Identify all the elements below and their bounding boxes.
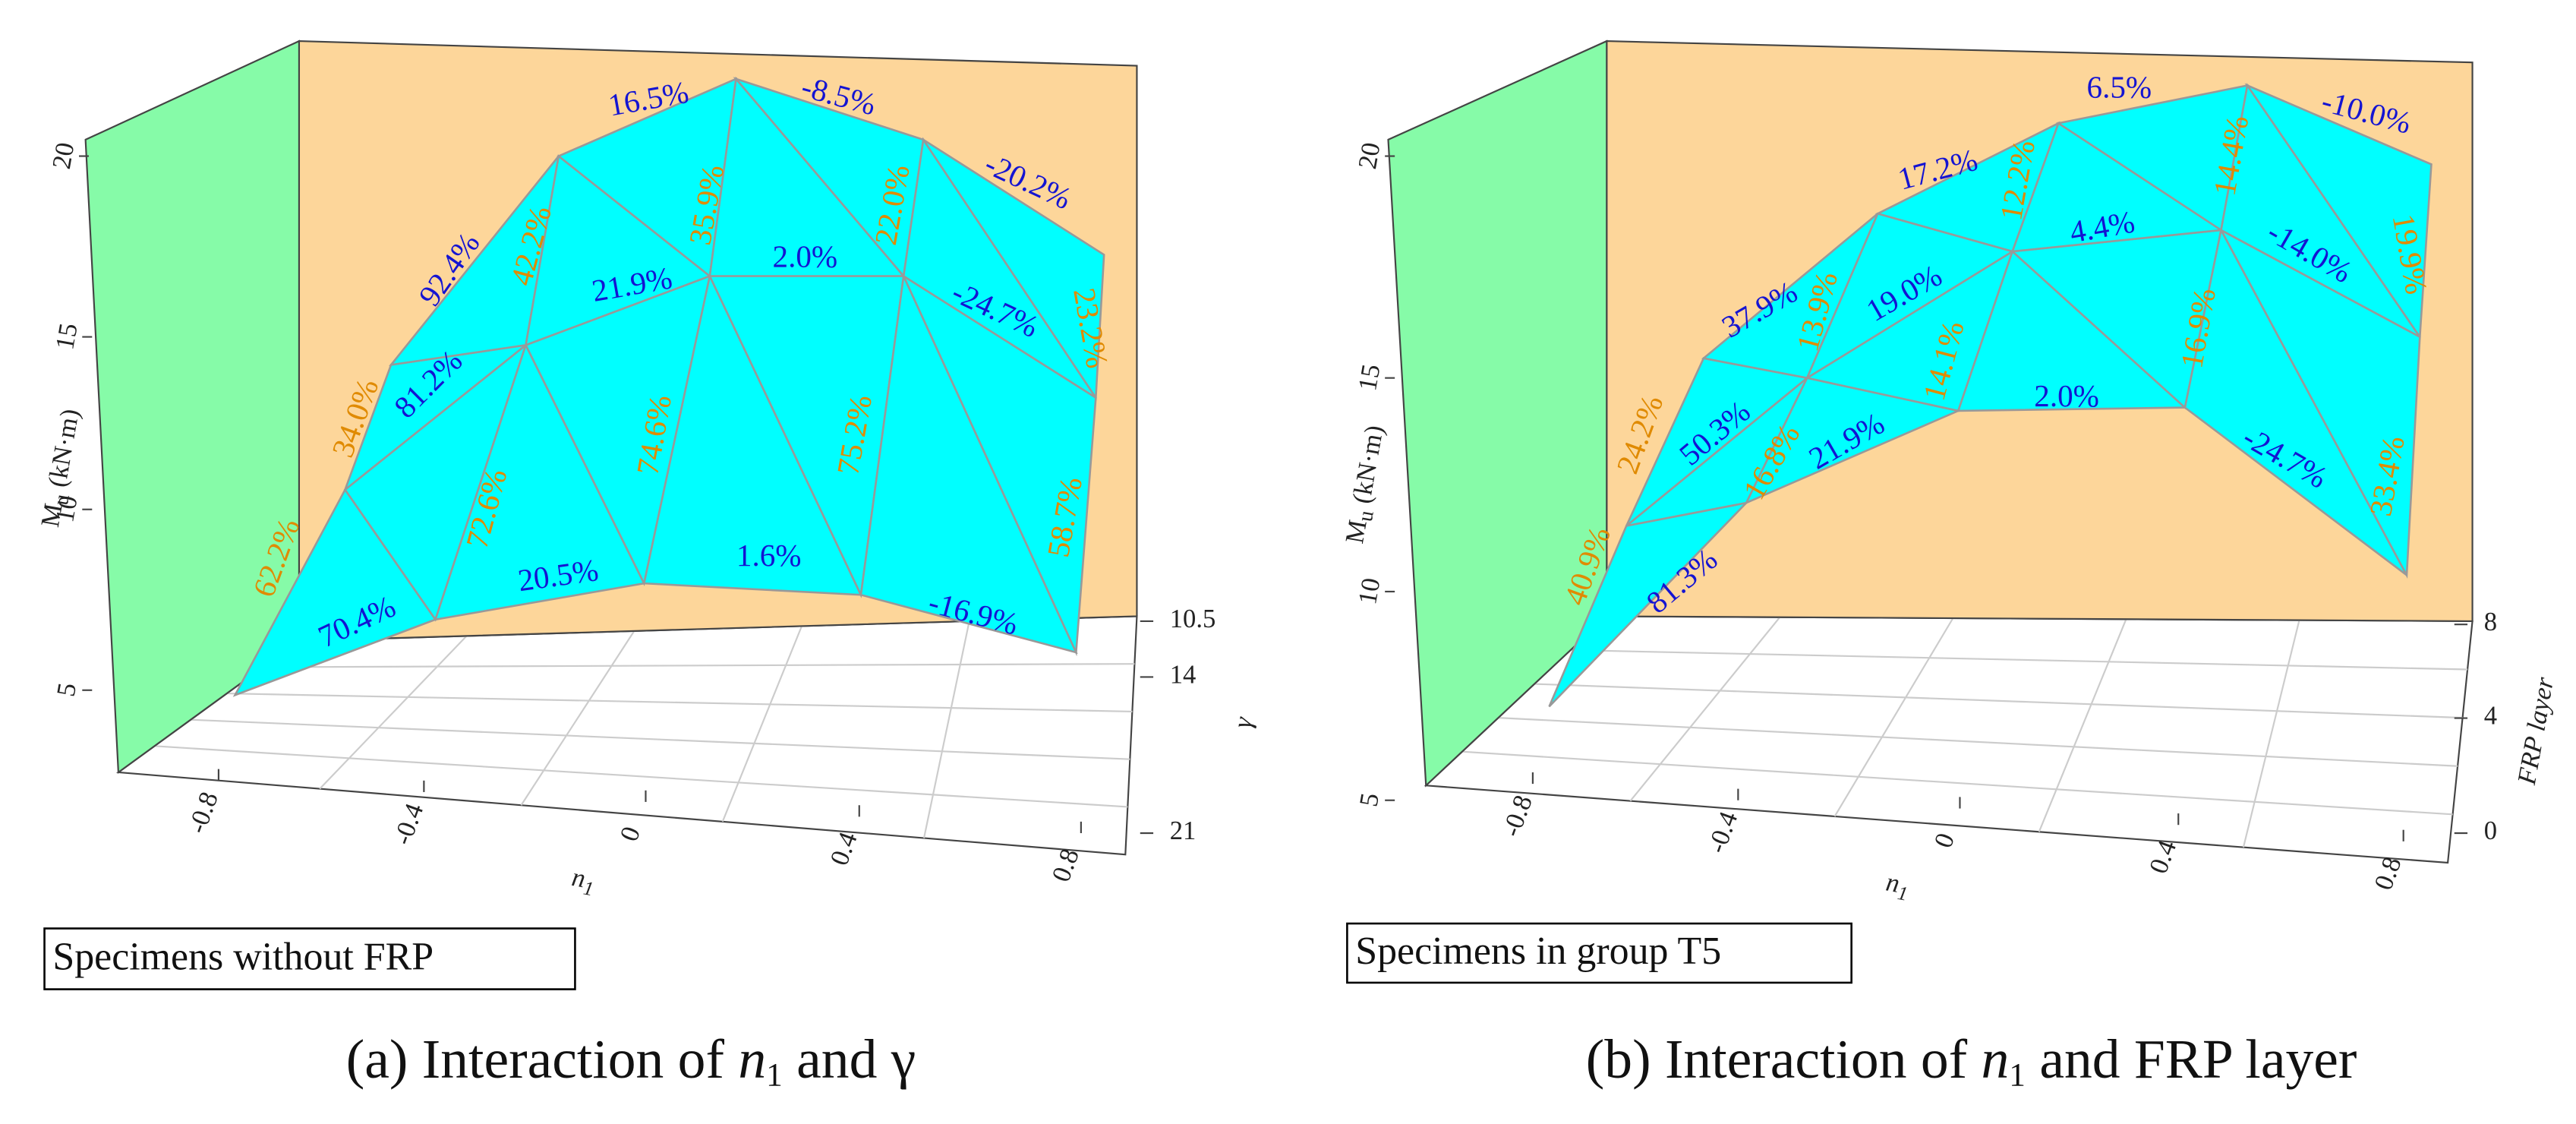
z-label-main: M (1340, 518, 1373, 546)
annotation: 2.0% (2034, 378, 2099, 413)
z-label-sub: u (1354, 509, 1379, 523)
caption-sub: 1 (766, 1056, 783, 1093)
floor-grid (226, 693, 1133, 712)
caption-prefix: (b) Interaction of (1586, 1028, 1982, 1090)
x-axis-label: n1 (569, 863, 597, 900)
y-tick-label: 21 (1170, 816, 1197, 845)
z-tick-label: 15 (50, 321, 83, 352)
x-label-var: n (569, 863, 588, 893)
floor-grid (319, 635, 468, 790)
label-box (1346, 922, 1852, 984)
floor-grid (1498, 717, 2458, 767)
caption-prefix: (a) Interaction of (346, 1028, 739, 1090)
z-label-main: M (36, 501, 68, 529)
annotation: 6.5% (2087, 69, 2152, 104)
floor-grid (191, 718, 1130, 760)
caption: (a) Interaction of n1 and γ (346, 1028, 916, 1093)
y-tick-label: 10.5 (1170, 605, 1216, 633)
z-tick-label: 10 (50, 494, 83, 525)
y-axis-label: γ (1228, 714, 1258, 730)
floor-grid (721, 625, 803, 822)
y-axis-label: FRP layer (2512, 674, 2559, 788)
z-axis-label: Mu (kN·m) (1340, 423, 1394, 547)
x-tick-label: 0.4 (825, 829, 863, 870)
caption-suffix: and FRP layer (2026, 1028, 2357, 1090)
x-tick-label: -0.4 (388, 800, 429, 848)
y-tick-label: 4 (2484, 701, 2497, 730)
caption-suffix: and γ (783, 1028, 916, 1090)
floor-grid (263, 663, 1135, 668)
z-label-unit: (kN·m) (42, 406, 85, 495)
z-label-unit: (kN·m) (1346, 423, 1389, 512)
floor-grid (520, 630, 635, 806)
label-box (43, 927, 576, 990)
x-tick-label: 0 (1928, 829, 1960, 851)
x-label-var: n (1884, 867, 1902, 898)
x-tick-label: -0.4 (1702, 808, 1743, 857)
floor-grid (1570, 649, 2468, 671)
floor-grid (1461, 750, 2453, 816)
x-tick-label: -0.8 (1496, 791, 1537, 840)
x-label-sub: 1 (1896, 882, 1909, 905)
z-axis-label: Mu (kN·m) (36, 406, 90, 530)
z-tick-label: 15 (1353, 362, 1386, 393)
annotation: 2.0% (773, 238, 838, 273)
z-tick-label: 5 (52, 680, 82, 699)
floor-grid (1534, 683, 2463, 719)
caption-var: n (1982, 1028, 2010, 1090)
surface-cell (922, 138, 1105, 401)
y-tick-label: 8 (2484, 608, 2497, 636)
floor-grid (2242, 620, 2300, 848)
z-tick-label: 10 (1353, 576, 1386, 607)
z-label-sub: u (49, 492, 74, 507)
floor-grid (2038, 618, 2127, 832)
floor-grid (1629, 617, 1781, 802)
floor-grid (1833, 617, 1954, 817)
x-label-sub: 1 (582, 876, 595, 900)
box-label: Specimens without FRP (52, 936, 434, 979)
y-tick-label: 14 (1170, 660, 1197, 689)
y-tick-label: 0 (2484, 816, 2497, 845)
caption-var: n (738, 1028, 766, 1090)
caption-sub: 1 (2009, 1056, 2026, 1093)
floor-grid (154, 745, 1128, 808)
x-tick-label: -0.8 (182, 788, 223, 837)
floor-grid (922, 620, 970, 838)
x-axis-label: n1 (1883, 867, 1912, 905)
annotation: 1.6% (736, 538, 802, 573)
z-tick-label: 20 (1353, 140, 1386, 172)
surface-cell (2244, 83, 2433, 340)
z-tick-label: 20 (47, 140, 80, 172)
caption: (b) Interaction of n1 and FRP layer (1586, 1028, 2357, 1093)
box-label: Specimens in group T5 (1355, 930, 1721, 973)
x-tick-label: 0 (614, 823, 646, 845)
z-tick-label: 5 (1354, 791, 1385, 809)
